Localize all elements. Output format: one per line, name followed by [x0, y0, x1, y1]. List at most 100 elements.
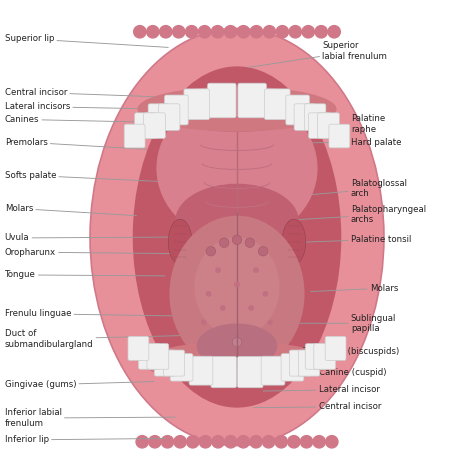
Ellipse shape — [232, 220, 242, 245]
FancyBboxPatch shape — [158, 104, 180, 130]
FancyBboxPatch shape — [286, 95, 310, 125]
FancyBboxPatch shape — [289, 350, 311, 376]
Circle shape — [250, 26, 263, 38]
FancyBboxPatch shape — [314, 344, 336, 369]
FancyBboxPatch shape — [147, 344, 169, 369]
FancyBboxPatch shape — [318, 113, 339, 138]
Circle shape — [187, 436, 199, 448]
FancyBboxPatch shape — [237, 356, 263, 388]
FancyBboxPatch shape — [163, 350, 184, 376]
FancyBboxPatch shape — [148, 104, 169, 130]
Circle shape — [288, 436, 300, 448]
Ellipse shape — [194, 237, 280, 337]
Text: Inferior labial
frenulum: Inferior labial frenulum — [5, 409, 175, 428]
FancyBboxPatch shape — [294, 104, 316, 130]
Ellipse shape — [90, 28, 384, 446]
Ellipse shape — [170, 216, 304, 372]
Text: Premolars (biscuspids): Premolars (biscuspids) — [260, 347, 400, 356]
Text: Central incisor: Central incisor — [254, 402, 381, 411]
FancyBboxPatch shape — [184, 89, 210, 120]
Circle shape — [276, 26, 289, 38]
FancyBboxPatch shape — [170, 354, 193, 381]
Circle shape — [237, 436, 249, 448]
FancyBboxPatch shape — [261, 356, 285, 385]
Ellipse shape — [133, 66, 341, 408]
Circle shape — [234, 282, 240, 287]
Circle shape — [149, 436, 161, 448]
Ellipse shape — [282, 219, 306, 264]
FancyBboxPatch shape — [304, 104, 326, 130]
Circle shape — [224, 26, 237, 38]
Circle shape — [211, 26, 224, 38]
Text: Hard palate: Hard palate — [265, 138, 401, 146]
Circle shape — [237, 26, 250, 38]
Circle shape — [225, 436, 237, 448]
Circle shape — [263, 26, 275, 38]
Circle shape — [250, 436, 262, 448]
Circle shape — [328, 26, 340, 38]
Ellipse shape — [156, 95, 318, 242]
Circle shape — [185, 26, 198, 38]
Text: Inferior lip: Inferior lip — [5, 436, 165, 444]
FancyBboxPatch shape — [299, 350, 319, 376]
Circle shape — [248, 305, 254, 311]
FancyBboxPatch shape — [138, 344, 160, 369]
Ellipse shape — [212, 224, 262, 260]
Circle shape — [212, 436, 224, 448]
Circle shape — [146, 26, 159, 38]
Text: Palatine
raphe: Palatine raphe — [258, 115, 385, 134]
FancyBboxPatch shape — [154, 350, 175, 376]
FancyBboxPatch shape — [128, 337, 149, 360]
Text: Superior lip: Superior lip — [5, 35, 168, 47]
FancyBboxPatch shape — [238, 83, 266, 118]
Text: Frenulu linguae: Frenulu linguae — [5, 310, 192, 318]
FancyBboxPatch shape — [124, 124, 145, 148]
FancyBboxPatch shape — [264, 89, 290, 120]
Text: Gingivae (gums): Gingivae (gums) — [5, 381, 154, 389]
Circle shape — [160, 26, 172, 38]
Text: Duct of
submandibulargland: Duct of submandibulargland — [5, 329, 182, 348]
Circle shape — [199, 436, 211, 448]
Circle shape — [245, 238, 255, 247]
FancyBboxPatch shape — [144, 113, 165, 138]
FancyBboxPatch shape — [309, 113, 330, 138]
Text: Palatopharyngeal
archs: Palatopharyngeal archs — [284, 205, 426, 224]
Circle shape — [136, 436, 148, 448]
Circle shape — [173, 26, 185, 38]
Ellipse shape — [197, 323, 277, 369]
Text: Molars: Molars — [5, 204, 137, 216]
Text: Softs palate: Softs palate — [5, 171, 161, 182]
Text: Molars: Molars — [310, 284, 398, 292]
Text: Sublingual
papilla: Sublingual papilla — [263, 314, 396, 333]
Text: Palatine tonsil: Palatine tonsil — [288, 235, 411, 244]
FancyBboxPatch shape — [189, 356, 213, 385]
Circle shape — [201, 319, 207, 325]
Circle shape — [215, 267, 221, 273]
Circle shape — [302, 26, 314, 38]
FancyBboxPatch shape — [325, 337, 346, 360]
Circle shape — [263, 291, 268, 297]
Circle shape — [253, 267, 259, 273]
Circle shape — [219, 238, 229, 247]
Circle shape — [174, 436, 186, 448]
Text: Uvula: Uvula — [5, 234, 185, 242]
Circle shape — [206, 246, 216, 256]
FancyBboxPatch shape — [135, 113, 156, 138]
Text: Superior
labial frenulum: Superior labial frenulum — [249, 42, 387, 67]
Ellipse shape — [137, 87, 337, 131]
Circle shape — [206, 291, 211, 297]
FancyBboxPatch shape — [329, 124, 350, 148]
Circle shape — [232, 235, 242, 245]
Circle shape — [263, 436, 275, 448]
Circle shape — [315, 26, 328, 38]
Text: Canines: Canines — [5, 115, 155, 124]
Circle shape — [313, 436, 325, 448]
Text: Palatoglossal
arch: Palatoglossal arch — [288, 179, 407, 198]
Circle shape — [199, 26, 211, 38]
Text: Lateral incisors: Lateral incisors — [5, 102, 161, 111]
Text: Lateral incisor: Lateral incisor — [263, 385, 379, 394]
Circle shape — [275, 436, 287, 448]
FancyBboxPatch shape — [164, 95, 188, 125]
FancyBboxPatch shape — [211, 356, 237, 388]
FancyBboxPatch shape — [305, 344, 327, 369]
